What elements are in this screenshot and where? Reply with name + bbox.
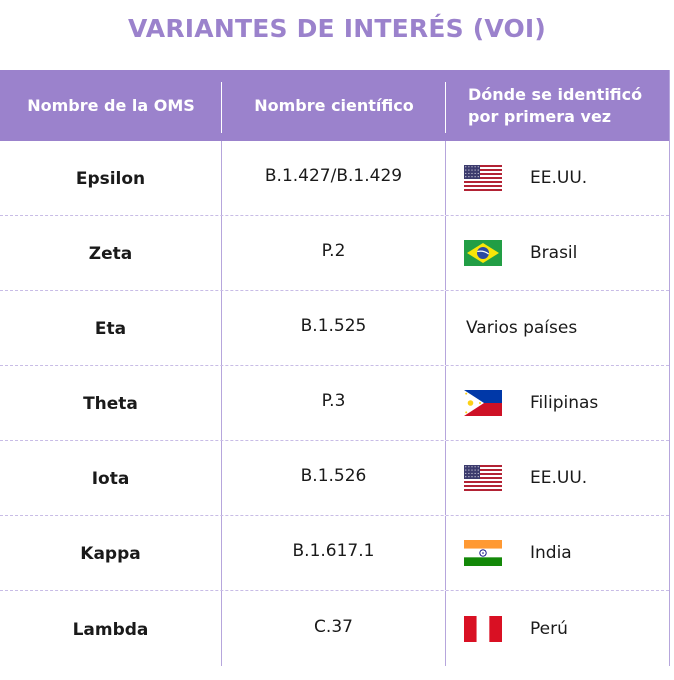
header-divider	[221, 82, 222, 133]
brazil-flag-icon	[464, 240, 502, 266]
country-cell: India	[446, 516, 668, 590]
header-first-identified-line2: por primera vez	[468, 106, 612, 126]
country-cell: Perú	[446, 591, 668, 666]
country-cell: EE.UU.	[446, 441, 668, 515]
who-name-cell: Theta	[0, 366, 222, 440]
who-name-cell: Eta	[0, 291, 222, 365]
scientific-name-cell: B.1.427/B.1.429	[222, 141, 446, 215]
who-name-cell: Kappa	[0, 516, 222, 590]
country-cell: Varios países	[446, 291, 668, 365]
table-row: Lambda C.37 Perú	[0, 591, 669, 666]
country-name: Brasil	[530, 243, 578, 263]
table-row: Epsilon B.1.427/B.1.429 EE.UU.	[0, 141, 669, 216]
country-cell: EE.UU.	[446, 141, 668, 215]
usa-flag-icon	[464, 465, 502, 491]
country-cell: Brasil	[446, 216, 668, 290]
scientific-name-cell: B.1.617.1	[222, 516, 446, 590]
header-divider	[445, 82, 446, 133]
table-body: Epsilon B.1.427/B.1.429 EE.UU. Zeta P.2	[0, 141, 669, 666]
table-row: Eta B.1.525 Varios países	[0, 291, 669, 366]
scientific-name-cell: B.1.525	[222, 291, 446, 365]
page-title: VARIANTES DE INTERÉS (VOI)	[127, 14, 547, 43]
table-header: Nombre de la OMS Nombre científico Dónde…	[0, 70, 669, 141]
header-scientific-name-label: Nombre científico	[254, 96, 414, 115]
scientific-name-cell: P.3	[222, 366, 446, 440]
table-row: Iota B.1.526 EE.UU.	[0, 441, 669, 516]
country-name: EE.UU.	[530, 468, 588, 488]
table-row: Theta P.3 Filipinas	[0, 366, 669, 441]
header-who-name-label: Nombre de la OMS	[27, 96, 195, 115]
header-who-name: Nombre de la OMS	[0, 70, 222, 141]
scientific-name-cell: C.37	[222, 591, 446, 666]
header-scientific-name: Nombre científico	[222, 70, 446, 141]
table-row: Zeta P.2 Brasil	[0, 216, 669, 291]
peru-flag-icon	[464, 615, 502, 642]
country-name: India	[530, 543, 572, 563]
india-flag-icon	[464, 540, 502, 566]
header-first-identified: Dónde se identificó por primera vez	[446, 70, 668, 141]
scientific-name-cell: B.1.526	[222, 441, 446, 515]
header-first-identified-line1: Dónde se identificó	[468, 84, 643, 104]
usa-flag-icon	[464, 165, 502, 191]
who-name-cell: Iota	[0, 441, 222, 515]
who-name-cell: Lambda	[0, 591, 222, 666]
variants-table: Nombre de la OMS Nombre científico Dónde…	[0, 70, 670, 666]
country-name: Filipinas	[530, 393, 599, 413]
who-name-cell: Epsilon	[0, 141, 222, 215]
who-name-cell: Zeta	[0, 216, 222, 290]
country-name: Perú	[530, 618, 568, 639]
philippines-flag-icon	[464, 390, 502, 416]
country-cell: Filipinas	[446, 366, 668, 440]
country-name: EE.UU.	[530, 168, 588, 188]
table-row: Kappa B.1.617.1 India	[0, 516, 669, 591]
scientific-name-cell: P.2	[222, 216, 446, 290]
country-name: Varios países	[466, 318, 578, 338]
